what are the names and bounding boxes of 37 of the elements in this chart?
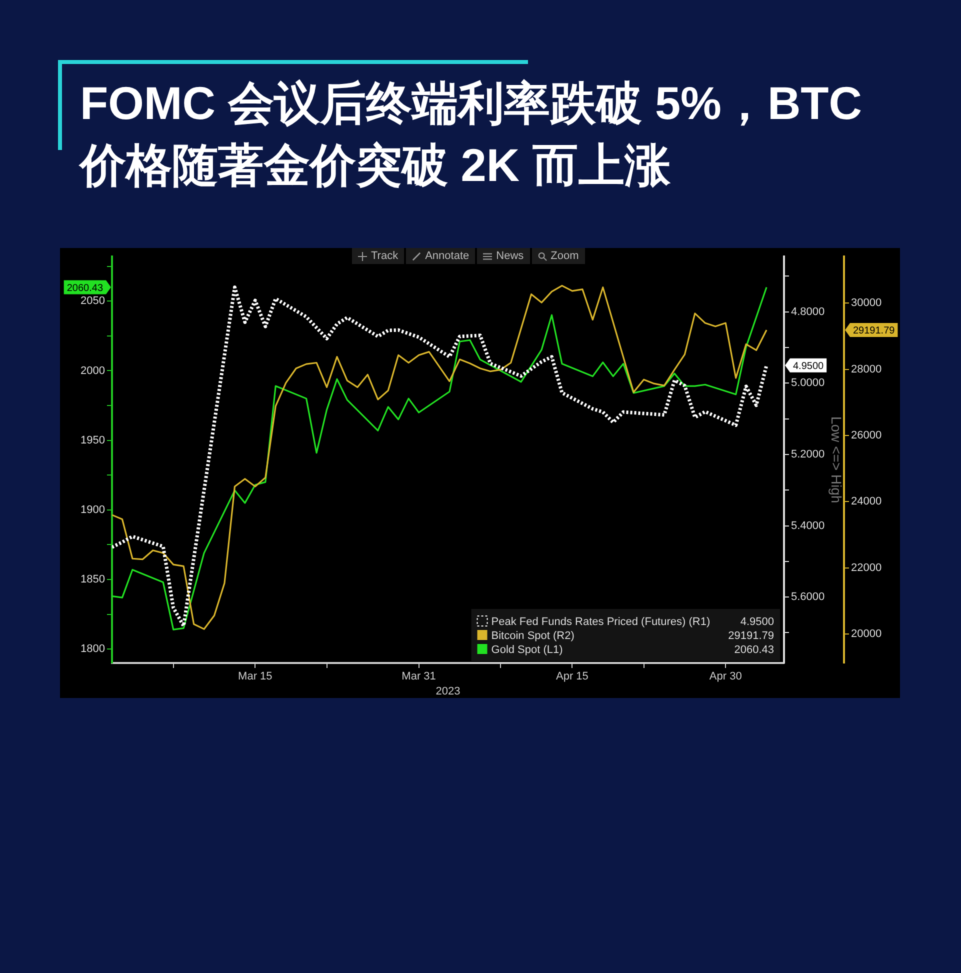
annotation: 2060.43 xyxy=(734,644,774,656)
y-tick-label: 2050 xyxy=(80,295,105,308)
y2-tick-label: 5.0000 xyxy=(791,377,825,390)
annotation: Annotate xyxy=(425,250,470,262)
text: 2060.43 xyxy=(66,282,104,294)
y2-tick-label: 4.8000 xyxy=(791,306,825,318)
y-tick-label: 1900 xyxy=(80,504,105,516)
y3-tick-label: 22000 xyxy=(851,562,882,574)
y-tick-label: 2000 xyxy=(80,364,105,377)
annotation: 4.9500 xyxy=(740,616,774,628)
y2-tick-label: 5.6000 xyxy=(791,591,825,604)
y-tick-label: 1800 xyxy=(80,643,105,656)
y3-tick-label: 26000 xyxy=(851,430,882,442)
y-tick-label: 1850 xyxy=(80,574,105,586)
legend-label: Peak Fed Funds Rates Priced (Futures) (R1) xyxy=(491,616,710,628)
legend-label: Gold Spot (L1) xyxy=(491,644,563,656)
x-tick-label: Apr 30 xyxy=(709,670,742,683)
x-axis-title: 2023 xyxy=(436,685,460,698)
annotation: 29191.79 xyxy=(728,630,774,642)
legend-label: Bitcoin Spot (R2) xyxy=(491,630,574,642)
annotation: Track xyxy=(371,250,398,262)
y3-tick-label: 28000 xyxy=(851,363,882,376)
y2-tick-label: 5.2000 xyxy=(791,448,825,460)
text: 4.9500 xyxy=(793,361,824,372)
annotation: Zoom xyxy=(550,250,579,262)
y3-tick-label: 24000 xyxy=(851,496,882,508)
y3-tick-label: 20000 xyxy=(851,628,882,640)
y-tick-label: 1950 xyxy=(80,434,105,446)
y3-tick-label: 30000 xyxy=(851,297,882,310)
text: 29191.79 xyxy=(853,326,895,337)
x-tick-label: Apr 15 xyxy=(556,670,588,683)
y2-axis-title: Low <=> High xyxy=(828,416,845,504)
x-tick-label: Mar 31 xyxy=(402,670,436,683)
x-tick-label: Mar 15 xyxy=(238,670,272,683)
annotation: News xyxy=(496,250,524,262)
y2-tick-label: 5.4000 xyxy=(791,520,825,532)
chart-title: FOMC 会议后终端利率跌破 5%，BTC价格随著金价突破 2K 而上涨 xyxy=(80,76,863,193)
